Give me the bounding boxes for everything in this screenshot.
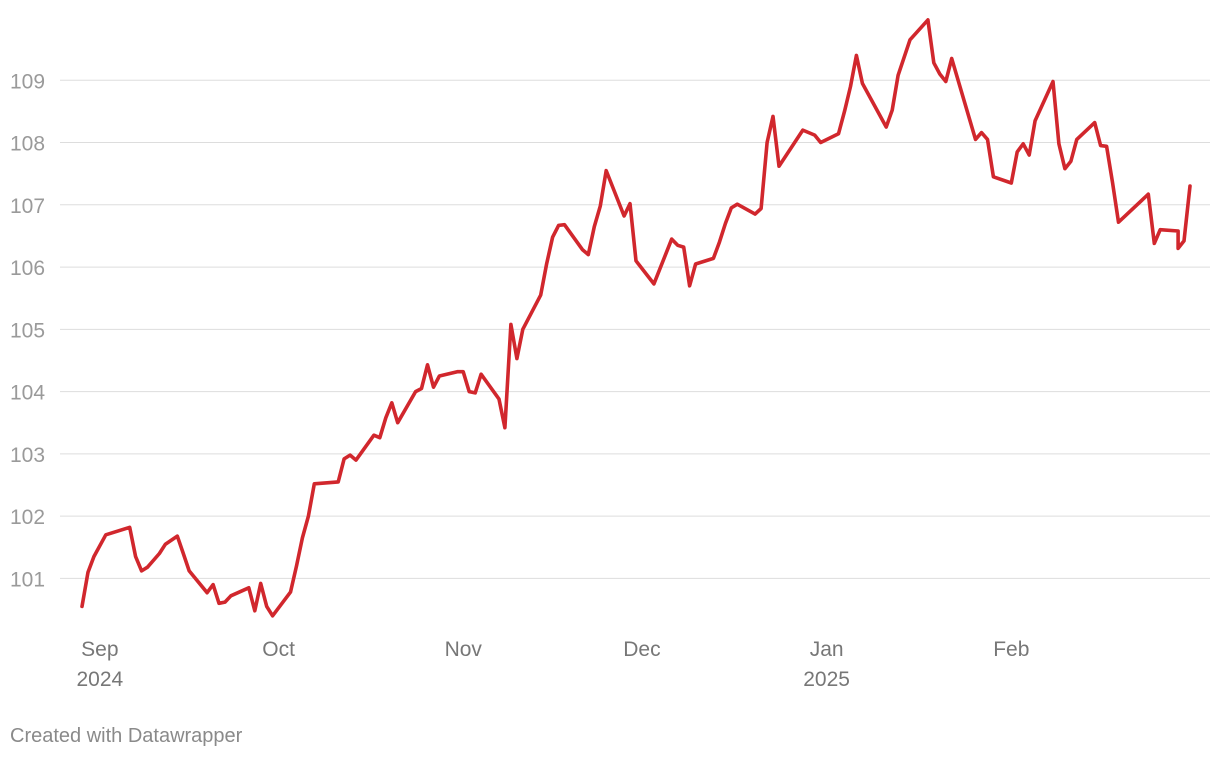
y-tick-label: 104 (10, 382, 45, 405)
y-tick-label: 106 (10, 257, 45, 280)
x-tick-label: Jan (810, 638, 844, 661)
x-tick-year-label: 2024 (77, 668, 124, 691)
x-tick-label: Feb (993, 638, 1029, 661)
series-line (80, 18, 1192, 618)
y-tick-label: 101 (10, 568, 45, 591)
x-tick-label: Sep (81, 638, 118, 661)
y-tick-label: 105 (10, 319, 45, 342)
y-tick-label: 108 (10, 133, 45, 156)
x-tick-label: Nov (445, 638, 483, 661)
gridlines (60, 79, 1210, 579)
y-tick-label: 103 (10, 444, 45, 467)
series-layer (80, 18, 1192, 618)
x-tick-year-label: 2025 (803, 668, 850, 691)
x-tick-label: Oct (262, 638, 295, 661)
line-chart: 101 102 103 104 105 106 107 108 109 Sep 2024 Oct No… (10, 18, 1210, 691)
y-tick-label: 107 (10, 195, 45, 218)
x-tick-label: Dec (623, 638, 660, 661)
y-tick-label: 102 (10, 506, 45, 529)
x-axis-ticks: Sep 2024 Oct Nov Dec Jan 2025 Feb (77, 638, 1030, 691)
y-axis-ticks: 101 102 103 104 105 106 107 108 109 (10, 70, 45, 591)
y-tick-label: 109 (10, 70, 45, 93)
credit-text: Created with Datawrapper (10, 725, 243, 747)
